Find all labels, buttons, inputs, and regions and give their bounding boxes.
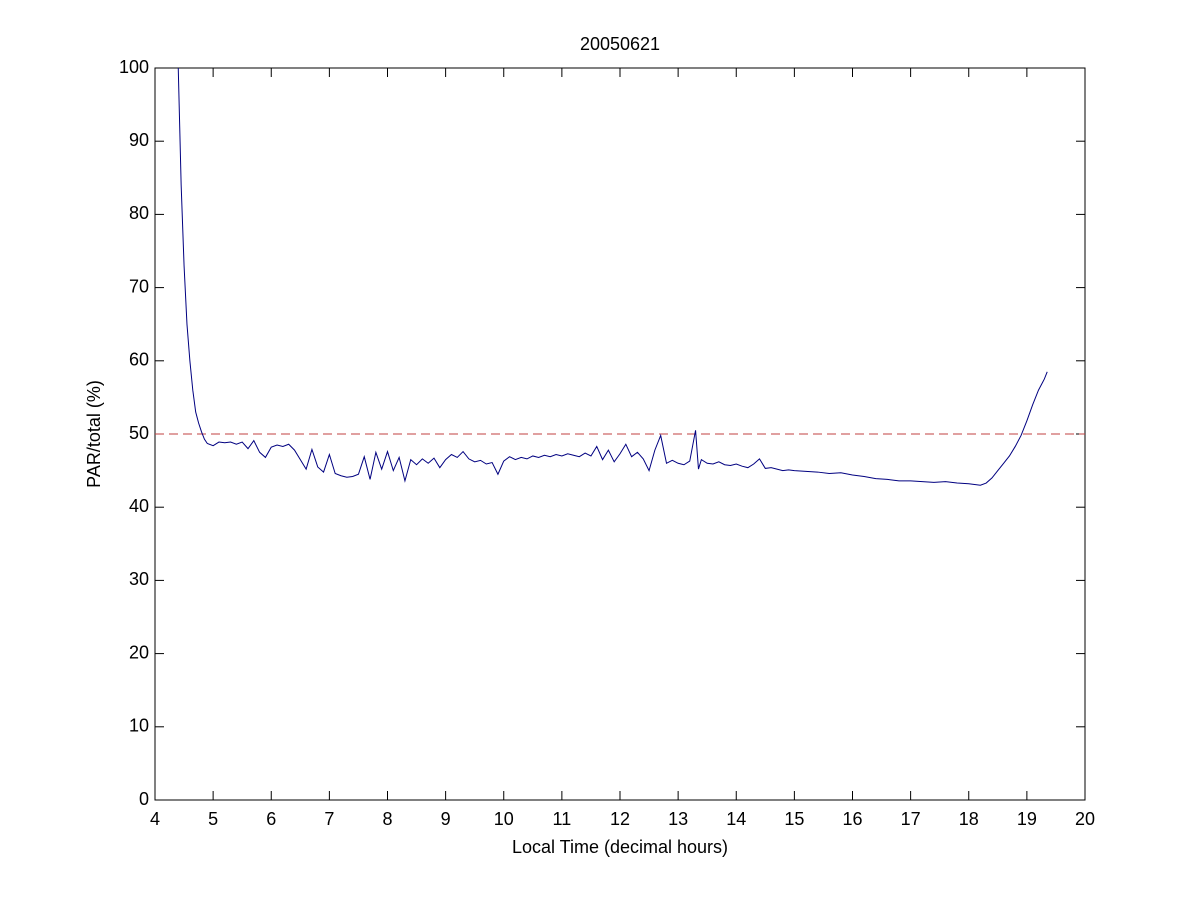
x-tick-label: 10 (494, 809, 514, 829)
y-tick-label: 10 (129, 716, 149, 736)
x-tick-label: 8 (382, 809, 392, 829)
y-tick-label: 30 (129, 569, 149, 589)
x-tick-label: 17 (901, 809, 921, 829)
x-tick-label: 14 (726, 809, 746, 829)
x-tick-label: 15 (784, 809, 804, 829)
x-tick-label: 19 (1017, 809, 1037, 829)
x-tick-label: 12 (610, 809, 630, 829)
data-line (177, 67, 1048, 486)
x-tick-label: 16 (842, 809, 862, 829)
x-axis-label: Local Time (decimal hours) (512, 837, 728, 857)
y-tick-label: 60 (129, 350, 149, 370)
x-tick-label: 9 (441, 809, 451, 829)
chart-title: 20050621 (580, 34, 660, 54)
y-tick-label: 90 (129, 130, 149, 150)
y-tick-label: 0 (139, 789, 149, 809)
x-tick-label: 4 (150, 809, 160, 829)
x-tick-label: 7 (324, 809, 334, 829)
x-tick-label: 6 (266, 809, 276, 829)
y-tick-label: 40 (129, 496, 149, 516)
y-tick-label: 50 (129, 423, 149, 443)
x-tick-label: 5 (208, 809, 218, 829)
x-tick-label: 13 (668, 809, 688, 829)
y-axis-label: PAR/total (%) (84, 380, 104, 488)
y-tick-label: 80 (129, 203, 149, 223)
x-tick-label: 18 (959, 809, 979, 829)
x-tick-label: 20 (1075, 809, 1095, 829)
y-tick-label: 100 (119, 57, 149, 77)
y-tick-label: 70 (129, 276, 149, 296)
y-tick-label: 20 (129, 642, 149, 662)
x-tick-label: 11 (553, 809, 572, 829)
